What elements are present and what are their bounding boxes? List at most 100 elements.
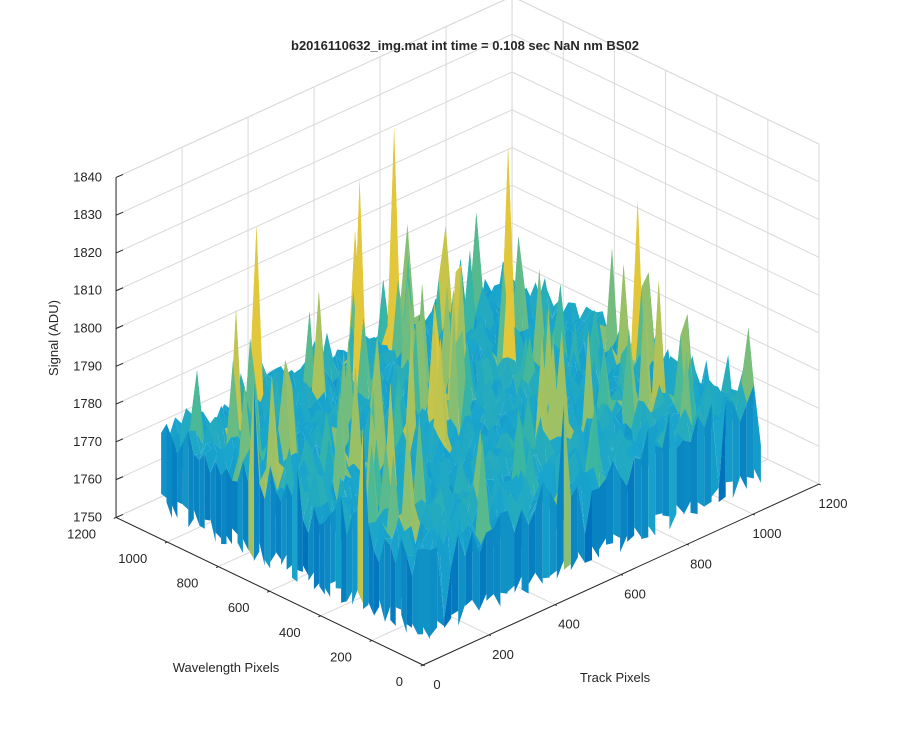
surface-skirt-left (226, 468, 232, 545)
surface-patch (330, 349, 343, 371)
surface-patch (578, 338, 591, 371)
surface-patch (588, 405, 601, 500)
surface-skirt-front (732, 401, 740, 499)
surface-skirt-front (592, 488, 599, 558)
surface-patch (630, 446, 643, 459)
surface-patch (522, 314, 535, 347)
axes-lines (113, 173, 822, 667)
y-tick-mark (420, 664, 424, 667)
surface-patch (282, 447, 296, 498)
surface-patch (382, 350, 395, 366)
surface-skirt-front (711, 403, 719, 497)
y-tick-label: 600 (228, 600, 250, 615)
surface-patch (611, 388, 624, 401)
surface-skirt-left (313, 506, 320, 590)
surface-patch (513, 335, 526, 409)
surface-patch (502, 243, 515, 361)
surface-patch (384, 523, 398, 546)
surface-patch (692, 404, 705, 428)
surface-patch (579, 472, 592, 534)
surface-patch (274, 376, 287, 435)
surface-patch (368, 520, 381, 551)
surface-patch (302, 311, 316, 392)
surface-patch (395, 359, 408, 396)
surface-skirt-front (472, 531, 480, 611)
surface-patch (534, 453, 547, 474)
surface-patch (277, 447, 290, 492)
surface-patch (580, 320, 593, 350)
surface-skirt-front (690, 416, 698, 515)
surface-patch (292, 381, 305, 422)
surface-skirt-front (620, 476, 628, 553)
surface-patch (477, 278, 491, 322)
surface-patch (387, 350, 401, 375)
surface-patch (649, 440, 663, 460)
surface-patch (523, 486, 536, 525)
surface-skirt-left (199, 453, 205, 529)
grid-line-z-back (115, 109, 513, 292)
surface-skirt-left (166, 423, 172, 518)
surface-patch (672, 408, 686, 440)
surface-skirt-left (379, 538, 385, 622)
surface-patch (511, 400, 524, 432)
surface-patch (651, 280, 665, 408)
surface-patch (568, 321, 581, 374)
z-tick-label: 1760 (73, 472, 102, 487)
surface-skirt-front (556, 404, 564, 579)
z-tick-mark (115, 476, 124, 481)
surface-patch (615, 361, 628, 399)
surface-patch (232, 361, 246, 452)
surface-patch (553, 284, 566, 362)
grid-line-z-side (511, 33, 820, 183)
surface-patch (376, 279, 389, 400)
surface-skirt-left (373, 550, 380, 616)
surface-patch (456, 420, 469, 459)
surface-patch (441, 454, 454, 479)
grid-line-z-back (115, 147, 513, 329)
surface-patch (468, 525, 481, 550)
grid-line-z-back (115, 184, 513, 367)
surface-patch (378, 442, 392, 516)
surface-patch (415, 318, 429, 427)
surface-patch (302, 472, 316, 534)
surface-patch (568, 302, 581, 323)
surface-patch (481, 320, 495, 354)
x-axis-title: Track Pixels (580, 670, 651, 685)
surface-patch (471, 420, 485, 440)
surface-skirt-left (237, 461, 243, 553)
surface-patch (500, 418, 514, 469)
x-tick-label: 1000 (753, 526, 782, 541)
grid-line-z-back (115, 71, 513, 254)
surface-patch (529, 441, 542, 499)
surface-patch (685, 408, 698, 442)
surface-patch (407, 223, 420, 351)
surface-patch (431, 462, 444, 513)
surface-patch (313, 506, 327, 525)
surface-skirt-left (363, 426, 369, 610)
surface-skirt-front (430, 547, 438, 637)
surface-patch (603, 443, 617, 482)
surface-patch (409, 454, 422, 520)
surface-patch (326, 393, 340, 412)
surface-patch (434, 487, 447, 517)
surface-patch (333, 367, 346, 402)
surface-patch (565, 376, 579, 406)
surface-skirt-left (193, 454, 200, 526)
surface-patch (699, 359, 712, 411)
x-tick-label: 400 (558, 617, 580, 632)
surface-patch (679, 351, 693, 426)
surface-patch (345, 495, 359, 500)
surface-patch (250, 338, 263, 454)
surface-patch (206, 441, 219, 459)
z-tick-mark (115, 513, 124, 518)
y-tick-label: 400 (279, 625, 301, 640)
surface-patch (452, 520, 466, 594)
surface-patch (406, 539, 420, 576)
surface-skirt-left (215, 460, 222, 539)
surface-patch (462, 490, 475, 514)
surface-patch (188, 430, 201, 455)
surface-patch (650, 408, 664, 423)
surface-patch (319, 411, 332, 476)
surface-patch (546, 288, 559, 319)
surface-patch (401, 359, 414, 396)
